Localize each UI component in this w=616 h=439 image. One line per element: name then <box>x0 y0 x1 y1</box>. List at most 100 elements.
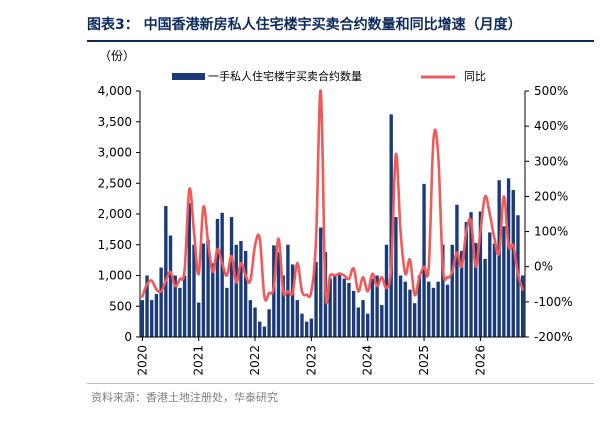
bar-62 <box>431 287 436 337</box>
right-tick-label-3: 100% <box>534 225 568 239</box>
left-tick-label-0: 0 <box>124 330 132 344</box>
bar-26 <box>262 326 267 337</box>
bar-68 <box>459 250 464 337</box>
bar-20 <box>234 244 238 337</box>
bar-8 <box>178 287 182 337</box>
bar-0 <box>140 300 145 337</box>
bar-15 <box>211 263 215 337</box>
right-tick-label-7: 500% <box>534 84 568 98</box>
left-tick-label-1: 500 <box>109 299 132 313</box>
right-tick-label-0: -200% <box>534 330 573 344</box>
bar-29 <box>276 252 281 337</box>
bar-56 <box>403 281 407 337</box>
bar-32 <box>290 264 295 337</box>
bar-22 <box>243 250 248 337</box>
bar-77 <box>502 226 506 337</box>
figure-title-text: 中国香港新房私人住宅楼宇买卖合约数量和同比增速（月度） <box>143 17 522 33</box>
bar-11 <box>192 244 196 337</box>
bar-55 <box>398 275 403 337</box>
x-tick-label-1: 2021 <box>192 345 206 376</box>
x-tick-label-0: 2020 <box>135 345 149 376</box>
left-tick-label-7: 3,500 <box>98 115 132 129</box>
bar-series <box>140 114 525 338</box>
right-tick-label-5: 300% <box>534 154 568 168</box>
bar-24 <box>253 307 257 337</box>
bar-2 <box>150 300 154 337</box>
bar-64 <box>441 244 445 337</box>
bar-35 <box>304 321 309 338</box>
bar-7 <box>173 275 177 337</box>
x-tick-label-6: 2026 <box>473 345 487 376</box>
figure-title: 图表3： 中国香港新房私人住宅楼宇买卖合约数量和同比增速（月度） <box>87 14 594 36</box>
bar-66 <box>450 244 454 337</box>
right-tick-label-1: -100% <box>534 295 573 309</box>
x-tick-label-2: 2022 <box>248 345 262 376</box>
legend-line-label: 同比 <box>464 70 486 83</box>
bar-40 <box>328 278 332 337</box>
bar-51 <box>380 305 384 337</box>
left-tick-label-4: 2,000 <box>98 207 132 221</box>
bar-47 <box>361 300 365 337</box>
bar-33 <box>295 300 299 337</box>
legend-bar-swatch <box>172 73 205 80</box>
left-tick-label-2: 1,000 <box>98 269 132 283</box>
bar-58 <box>412 303 417 337</box>
bar-79 <box>511 190 515 337</box>
x-tick-label-4: 2024 <box>361 345 375 376</box>
bar-25 <box>258 321 262 338</box>
bar-74 <box>488 232 492 337</box>
bar-73 <box>483 258 487 337</box>
bar-16 <box>215 218 220 337</box>
bar-13 <box>201 243 206 337</box>
bar-42 <box>337 272 342 337</box>
right-axis-ticks: -200% -100% 0% 100% 200% 300% 400% 500% <box>525 84 573 344</box>
bar-21 <box>239 241 243 337</box>
bar-50 <box>375 275 379 337</box>
bar-10 <box>187 202 191 337</box>
bar-9 <box>182 275 187 337</box>
bar-70 <box>469 212 473 337</box>
bar-57 <box>408 289 412 337</box>
left-tick-label-3: 1,500 <box>98 238 132 252</box>
bar-38 <box>319 227 323 337</box>
figure-label: 图表3： <box>87 17 139 33</box>
bar-18 <box>225 287 229 337</box>
left-tick-label-8: 4,000 <box>98 84 132 98</box>
bar-78 <box>506 178 511 337</box>
bar-4 <box>159 267 163 337</box>
bar-59 <box>417 275 422 337</box>
left-tick-label-5: 2,500 <box>98 176 132 190</box>
bar-30 <box>281 275 285 337</box>
left-axis-unit: （份） <box>99 49 135 63</box>
bar-34 <box>300 313 304 337</box>
bar-45 <box>351 290 356 338</box>
legend-bar-label: 一手私人住宅楼宇买卖合约数量 <box>208 69 362 83</box>
bar-44 <box>347 282 351 337</box>
right-tick-label-4: 200% <box>534 189 568 203</box>
bar-76 <box>497 180 501 337</box>
bar-75 <box>492 243 497 337</box>
source-divider <box>87 383 594 384</box>
bar-27 <box>267 309 271 337</box>
title-divider <box>87 40 594 42</box>
chart-legend: 一手私人住宅楼宇买卖合约数量 同比 <box>172 69 486 83</box>
bar-12 <box>197 302 201 337</box>
bar-67 <box>455 204 459 337</box>
x-axis-ticks: 2020 2021 2022 2023 2024 2025 2026 <box>135 337 487 376</box>
bar-52 <box>384 244 389 337</box>
bar-6 <box>168 235 173 337</box>
bar-23 <box>248 300 253 337</box>
bar-54 <box>394 217 398 337</box>
bar-17 <box>220 212 224 337</box>
right-tick-label-2: 0% <box>534 260 553 274</box>
bar-61 <box>427 281 431 337</box>
left-tick-label-6: 3,000 <box>98 146 132 160</box>
left-axis-ticks: 0 500 1,000 1,500 2,000 2,500 3,000 3,500 4,000 <box>98 84 140 344</box>
bar-53 <box>389 114 393 338</box>
right-tick-label-6: 400% <box>534 119 568 133</box>
bar-14 <box>206 239 210 337</box>
source-note: 资料来源：香港土地注册处，华泰研究 <box>91 391 278 404</box>
bar-81 <box>520 275 525 337</box>
bar-3 <box>154 293 159 337</box>
